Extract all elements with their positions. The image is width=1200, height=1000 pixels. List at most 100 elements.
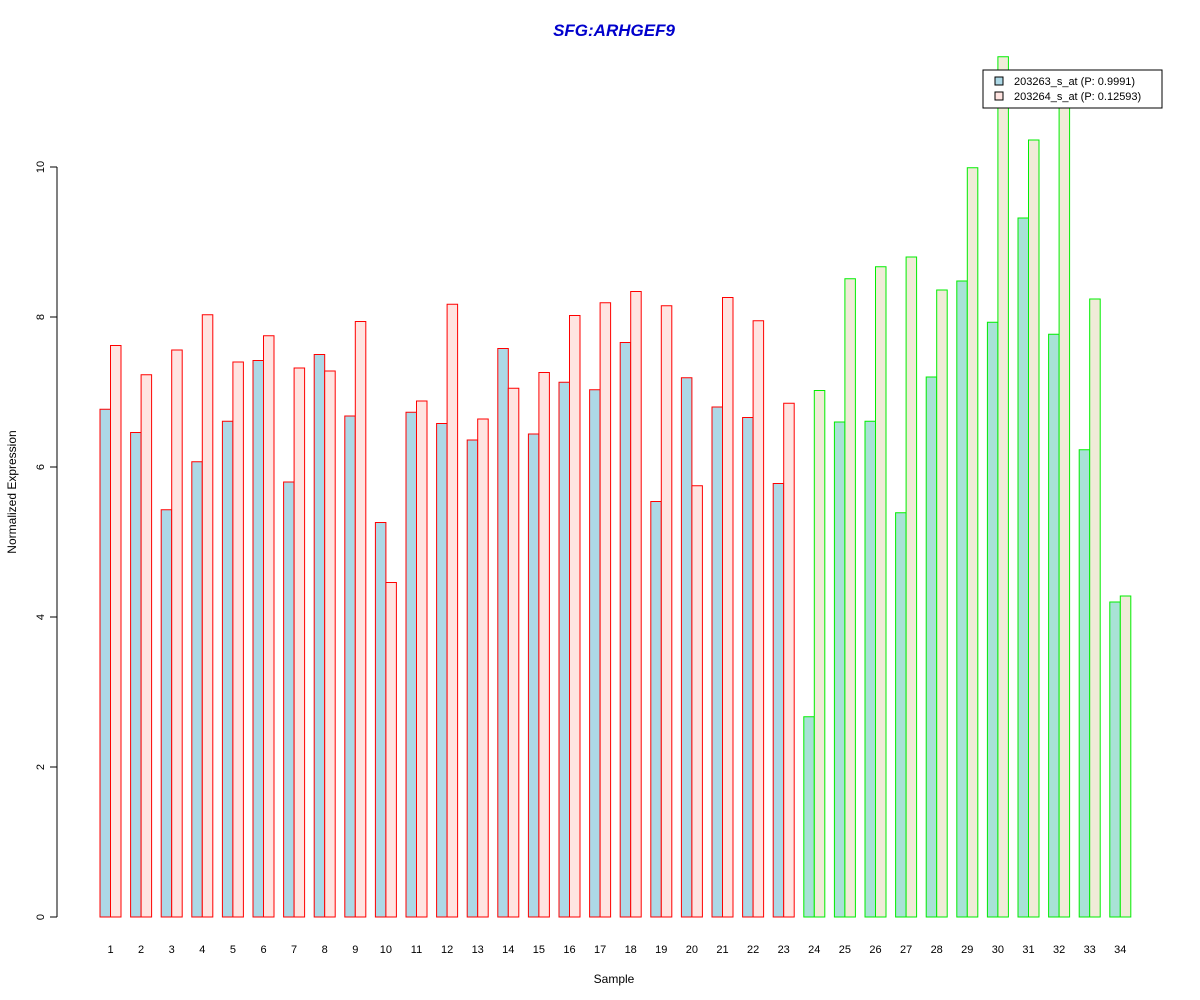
bar-series-1-sample-10	[374, 522, 387, 918]
x-tick-label: 10	[380, 944, 392, 956]
x-tick-label: 14	[502, 944, 514, 956]
x-tick-label: 34	[1114, 944, 1126, 956]
bar-series-1-sample-24	[803, 716, 815, 918]
x-tick-label: 8	[322, 944, 328, 956]
bar-series-1-sample-17	[589, 389, 601, 918]
bar-series-2-sample-26	[875, 266, 887, 918]
x-tick-label: 25	[839, 944, 851, 956]
bar-series-2-sample-25	[844, 278, 856, 918]
bar-series-1-sample-27	[895, 512, 907, 918]
bar-series-1-sample-25	[833, 421, 846, 918]
bar-series-1-sample-31	[1017, 217, 1029, 918]
bar-series-1-sample-21	[711, 406, 723, 918]
bar-series-1-sample-5	[221, 420, 234, 918]
bar-series-1-sample-9	[344, 415, 356, 918]
y-axis-label: Normalized Expression	[5, 430, 19, 553]
bar-series-1-sample-3	[160, 509, 173, 918]
legend-swatch-1	[994, 76, 1004, 86]
bar-series-2-sample-4	[201, 314, 214, 918]
bar-series-2-sample-30	[997, 56, 1009, 918]
y-tick-label: 10	[35, 161, 47, 173]
bar-series-1-sample-14	[497, 348, 509, 918]
x-tick-label: 31	[1022, 944, 1034, 956]
bar-series-2-sample-15	[538, 372, 550, 918]
bar-series-2-sample-6	[263, 335, 275, 918]
bar-series-2-sample-27	[905, 256, 918, 918]
bar-series-1-sample-23	[772, 483, 785, 918]
bar-series-2-sample-7	[293, 367, 306, 918]
x-tick-label: 13	[472, 944, 484, 956]
x-tick-label: 22	[747, 944, 759, 956]
bar-series-1-sample-26	[864, 420, 876, 918]
bar-series-1-sample-7	[283, 481, 295, 918]
bar-series-1-sample-30	[986, 321, 999, 918]
y-tick-label: 4	[35, 614, 47, 620]
x-tick-label: 11	[411, 944, 422, 956]
legend: 203263_s_at (P: 0.9991) 203264_s_at (P: …	[982, 69, 1163, 109]
x-tick-label: 20	[686, 944, 698, 956]
legend-box	[982, 69, 1163, 109]
x-tick-label: 27	[900, 944, 912, 956]
bar-series-2-sample-17	[599, 302, 612, 918]
y-tick-label: 2	[35, 764, 47, 770]
x-tick-label: 2	[138, 944, 144, 956]
x-tick-label: 5	[230, 944, 236, 956]
x-tick-label: 33	[1084, 944, 1096, 956]
bar-series-2-sample-24	[813, 390, 826, 918]
bar-series-1-sample-34	[1109, 601, 1121, 918]
bar-series-1-sample-1	[99, 408, 111, 918]
bar-series-1-sample-2	[130, 432, 142, 918]
x-tick-label: 3	[169, 944, 175, 956]
bar-series-1-sample-4	[191, 461, 203, 918]
bar-series-2-sample-11	[416, 400, 428, 918]
x-axis-label: Sample	[594, 972, 635, 986]
bar-series-2-sample-28	[936, 289, 948, 918]
x-tick-label: 4	[199, 944, 205, 956]
bar-series-2-sample-33	[1089, 298, 1101, 918]
bar-series-1-sample-19	[650, 501, 662, 918]
y-axis: 0 2 4 6 8 10	[35, 161, 58, 920]
bar-series-1-sample-29	[956, 280, 968, 918]
bar-series-2-sample-18	[630, 291, 642, 918]
bar-series-1-sample-12	[436, 423, 448, 918]
x-tick-label: 26	[869, 944, 881, 956]
bar-series-2-sample-2	[140, 374, 153, 918]
bar-series-1-sample-16	[558, 381, 570, 918]
bar-series-2-sample-16	[569, 315, 581, 918]
bar-series-2-sample-29	[966, 167, 979, 918]
x-tick-label: 7	[291, 944, 297, 956]
bar-series-2-sample-1	[110, 345, 122, 918]
bar-series-2-sample-9	[354, 321, 367, 918]
x-tick-label: 19	[655, 944, 667, 956]
x-tick-label: 32	[1053, 944, 1065, 956]
bar-series-1-sample-6	[252, 360, 264, 918]
bar-series-2-sample-12	[446, 303, 459, 918]
y-tick-label: 8	[35, 314, 47, 320]
bar-series-1-sample-18	[619, 342, 632, 918]
bar-series-1-sample-13	[466, 439, 479, 918]
bar-series-1-sample-33	[1078, 449, 1091, 918]
bar-series-1-sample-22	[742, 417, 754, 918]
bar-series-2-sample-3	[171, 349, 183, 918]
chart-title: SFG:ARHGEF9	[553, 21, 675, 40]
bar-series-2-sample-14	[507, 387, 520, 918]
bar-series-1-sample-28	[925, 376, 938, 918]
y-tick-label: 0	[35, 914, 47, 920]
x-tick-label: 18	[625, 944, 637, 956]
x-tick-label: 12	[441, 944, 453, 956]
legend-swatch-2	[994, 91, 1004, 101]
x-tick-label: 29	[961, 944, 973, 956]
bar-series-2-sample-21	[722, 297, 734, 918]
bar-series-2-sample-31	[1028, 139, 1040, 918]
x-tick-label: 15	[533, 944, 545, 956]
bar-series-1-sample-8	[313, 354, 326, 918]
x-tick-label: 23	[778, 944, 790, 956]
bar-series-2-sample-8	[324, 370, 336, 918]
bar-series-2-sample-23	[783, 402, 795, 918]
x-tick-label: 1	[107, 944, 113, 956]
bar-series-2-sample-34	[1119, 595, 1132, 918]
legend-label-2: 203264_s_at (P: 0.12593)	[1014, 91, 1141, 103]
x-tick-labels: 1 2 3 4 5 6 7 8 9 10 11 12 13 14 15 16 17 18 19 20 21 22 23 24 2…	[107, 944, 1126, 956]
bar-series-2-sample-5	[232, 361, 244, 918]
x-tick-label: 16	[563, 944, 575, 956]
